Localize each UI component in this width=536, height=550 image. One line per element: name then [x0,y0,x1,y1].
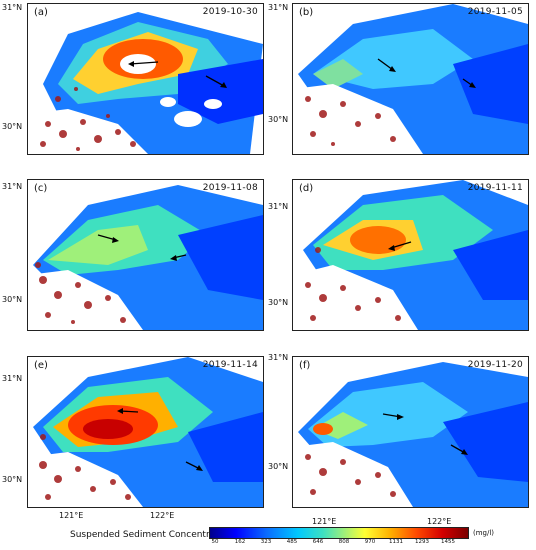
lon-label-121e: 121°E [312,517,337,526]
colorbar-tick: 808 [338,539,350,545]
panel-date: 2019-10-30 [202,7,258,17]
colorbar-tick: 1455 [441,539,455,545]
panel-date: 2019-11-20 [467,360,523,370]
colorbar-tick: 1293 [415,539,429,545]
panel-label: (e) [34,360,48,371]
lat-label-31n: 31°N [268,202,289,211]
lon-label-121e: 121°E [59,511,84,520]
colorbar-tick: 485 [286,539,298,545]
ssc-map-c [28,185,263,330]
lat-label-31n: 31°N [2,374,23,383]
lat-label-30n: 30°N [268,298,289,307]
map-panel-f: (f) 2019-11-20 [292,356,529,508]
map-panel-d: (d) 2019-11-11 [292,179,529,331]
panel-label: (c) [34,183,48,194]
colorbar [209,527,469,539]
ssc-map-e [28,357,263,507]
map-panel-e: (e) 2019-11-14 [27,356,264,508]
colorbar-tick: 1131 [389,539,403,545]
panel-label: (d) [299,183,314,194]
panel-label: (b) [299,7,314,18]
map-panel-b: (b) 2019-11-05 [292,3,529,155]
ssc-map-d [293,180,528,330]
panel-date: 2019-11-14 [202,360,258,370]
lat-label-30n: 30°N [2,475,23,484]
panel-date: 2019-11-11 [467,183,523,193]
colorbar-tick: 646 [312,539,324,545]
colorbar-tick: 50 [211,539,219,545]
colorbar-tick: 162 [234,539,246,545]
panel-date: 2019-11-05 [467,7,523,17]
ssc-map-f [293,362,528,507]
lat-label-31n: 31°N [2,3,23,12]
lat-label-30n: 30°N [2,295,23,304]
panel-label: (a) [34,7,48,18]
lat-label-30n: 30°N [268,462,289,471]
lat-label-31n: 31°N [268,3,289,12]
panel-label: (f) [299,360,311,371]
panel-date: 2019-11-08 [202,183,258,193]
colorbar-title: Suspended Sediment Concentration: [70,530,236,540]
lat-label-30n: 30°N [268,115,289,124]
colorbar-tick: 970 [364,539,376,545]
map-panel-a: (a) 2019-10-30 [27,3,264,155]
colorbar-unit: (mg/l) [473,529,495,537]
lon-label-122e: 122°E [427,517,452,526]
lat-label-30n: 30°N [2,122,23,131]
ssc-map-b [293,4,528,154]
lat-label-31n: 31°N [268,353,289,362]
lat-label-31n: 31°N [2,182,23,191]
ssc-map-a [28,12,263,154]
map-panel-c: (c) 2019-11-08 [27,179,264,331]
colorbar-tick: 323 [260,539,272,545]
lon-label-122e: 122°E [150,511,175,520]
